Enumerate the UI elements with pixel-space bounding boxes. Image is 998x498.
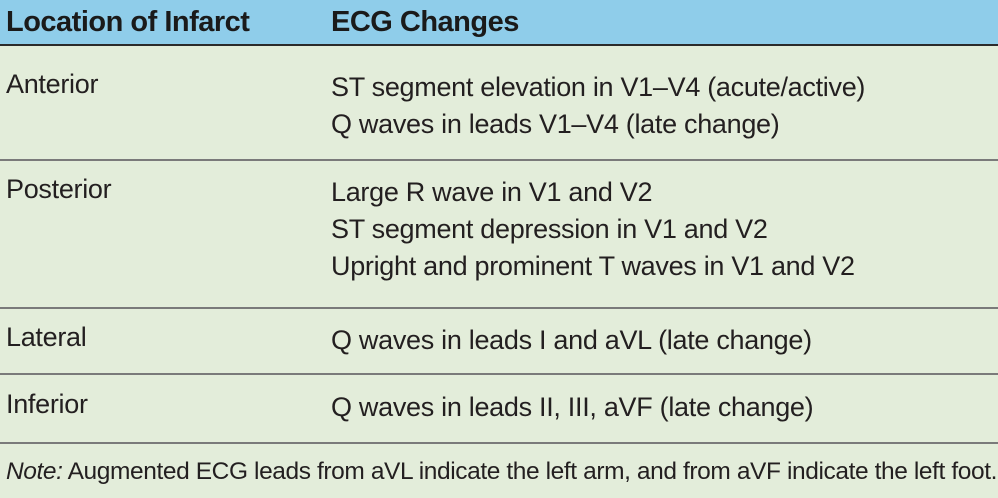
footnote-label: Note: [6, 458, 63, 485]
change-line: Large R wave in V1 and V2 [331, 177, 653, 207]
change-line: Q waves in leads II, III, aVF (late chan… [331, 392, 814, 422]
header-location: Location of Infarct [6, 6, 250, 38]
table-row: Anterior ST segment elevation in V1–V4 (… [0, 46, 998, 161]
header-ecg-changes: ECG Changes [331, 6, 519, 38]
row-changes: Q waves in leads I and aVL (late change) [331, 322, 812, 359]
row-changes: Large R wave in V1 and V2 ST segment dep… [331, 174, 855, 285]
change-line: Q waves in leads I and aVL (late change) [331, 325, 812, 355]
row-location: Lateral [6, 322, 87, 352]
change-line: Q waves in leads V1–V4 (late change) [331, 109, 780, 139]
row-changes: Q waves in leads II, III, aVF (late chan… [331, 389, 814, 426]
table-row: Posterior Large R wave in V1 and V2 ST s… [0, 161, 998, 309]
footnote-text: Augmented ECG leads from aVL indicate th… [62, 458, 998, 485]
table-header: Location of Infarct ECG Changes [0, 0, 998, 46]
row-changes: ST segment elevation in V1–V4 (acute/act… [331, 69, 865, 143]
row-location: Anterior [6, 69, 99, 99]
change-line: ST segment elevation in V1–V4 (acute/act… [331, 72, 866, 102]
change-line: ST segment depression in V1 and V2 [331, 214, 768, 244]
row-location: Inferior [6, 389, 88, 419]
table-row: Lateral Q waves in leads I and aVL (late… [0, 309, 998, 375]
table-footnote: Note: Augmented ECG leads from aVL indic… [6, 452, 997, 492]
change-line: Upright and prominent T waves in V1 and … [331, 251, 855, 281]
table-row: Inferior Q waves in leads II, III, aVF (… [0, 375, 998, 444]
row-location: Posterior [6, 174, 112, 204]
